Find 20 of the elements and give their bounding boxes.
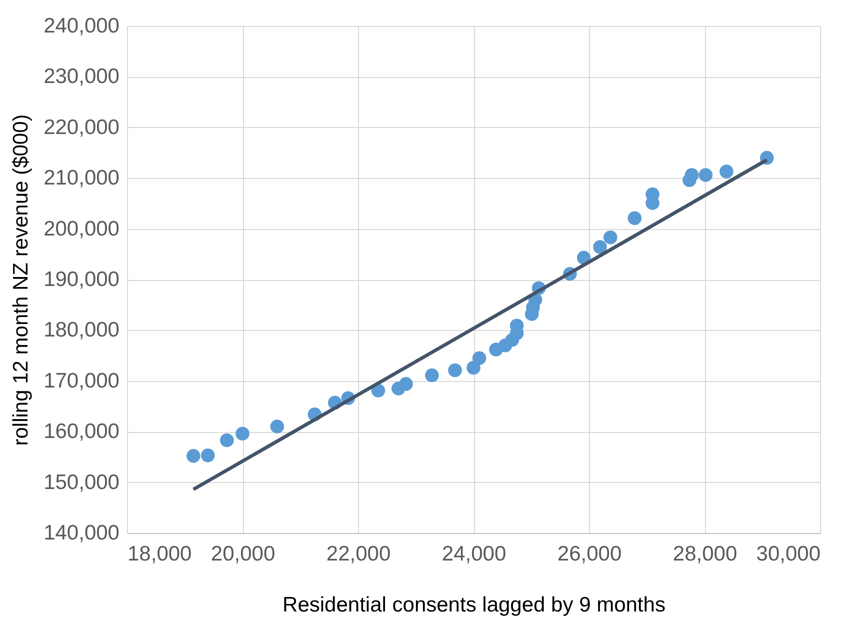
x-tick-label: 30,000 — [756, 542, 820, 566]
x-axis-title: Residential consents lagged by 9 months — [282, 594, 666, 616]
y-tick-label: 140,000 — [44, 522, 120, 544]
y-tick-label: 180,000 — [44, 318, 120, 342]
y-tick-label: 150,000 — [44, 470, 120, 494]
y-tick-label: 220,000 — [44, 116, 120, 139]
x-tick-label: 20,000 — [210, 542, 276, 566]
x-tick-label: 26,000 — [557, 542, 622, 566]
x-tick-label: 22,000 — [326, 542, 391, 566]
x-tick-label: 24,000 — [442, 542, 506, 566]
y-tick-label: 210,000 — [44, 166, 120, 190]
x-tick-label: 28,000 — [672, 542, 738, 566]
x-tick-label: 18,000 — [128, 542, 192, 566]
y-tick-label: 170,000 — [44, 369, 120, 392]
y-tick-label: 160,000 — [44, 420, 120, 444]
y-tick-label: 230,000 — [44, 65, 120, 88]
y-tick-label: 190,000 — [44, 268, 120, 291]
y-axis-title: rolling 12 month NZ revenue ($000) — [10, 114, 33, 446]
y-tick-label: 240,000 — [44, 14, 120, 38]
y-tick-label: 200,000 — [44, 217, 120, 240]
